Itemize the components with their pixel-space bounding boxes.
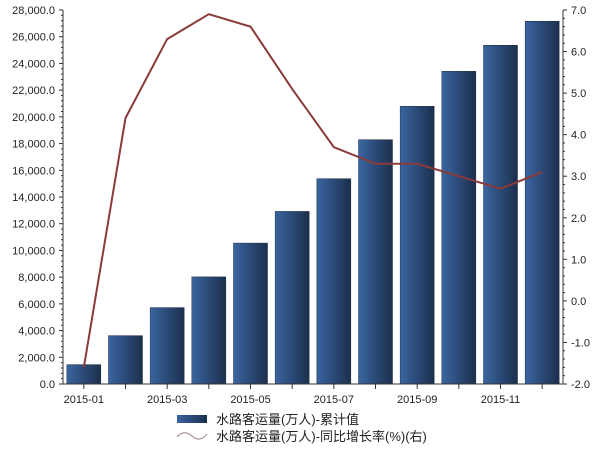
left-tick-label: 10,000.0 <box>12 245 55 257</box>
right-tick-label: 6.0 <box>571 47 586 59</box>
bar-2015-10 <box>441 71 477 385</box>
left-tick-label: 12,000.0 <box>12 219 55 231</box>
left-tick-label: 20,000.0 <box>12 112 55 124</box>
right-tick-label: 0.0 <box>571 296 586 308</box>
legend: 水路客运量(万人)-累计值 水路客运量(万人)-同比增长率(%)(右) <box>176 412 427 444</box>
x-tick-label: 2015-05 <box>230 394 270 406</box>
left-tick-label: 26,000.0 <box>12 32 55 44</box>
bar-2015-03 <box>149 307 185 385</box>
bar-2015-02 <box>108 335 143 385</box>
right-tick-label: 5.0 <box>571 88 586 100</box>
x-tick-label: 2015-11 <box>481 394 521 406</box>
x-tick-label: 2015-09 <box>397 394 437 406</box>
left-tick-label: 18,000.0 <box>12 139 55 151</box>
bars <box>66 20 560 385</box>
left-tick-label: 16,000.0 <box>12 165 55 177</box>
right-tick-label: -2.0 <box>571 379 590 391</box>
left-tick-label: 14,000.0 <box>12 192 55 204</box>
growth-line <box>82 13 543 368</box>
bar-2015-08 <box>358 139 393 385</box>
left-tick-label: 0.0 <box>40 379 55 391</box>
legend-line-swatch <box>176 432 208 440</box>
left-tick-label: 24,000.0 <box>12 58 55 70</box>
bar-2015-09 <box>399 106 435 385</box>
left-tick-label: 8,000.0 <box>18 272 55 284</box>
x-tick-label: 2015-01 <box>64 394 104 406</box>
legend-line-label: 水路客运量(万人)-同比增长率(%)(右) <box>216 429 427 444</box>
axes: 0.0 2,000.0 4,000.0 6,000.0 8,000.0 10,000.0 1… <box>12 5 590 406</box>
bar-2015-06 <box>274 211 310 385</box>
right-tick-label: 2.0 <box>571 213 586 225</box>
left-tick-label: 28,000.0 <box>12 5 55 17</box>
bar-2015-04 <box>191 276 227 385</box>
x-tick-label: 2015-03 <box>147 394 187 406</box>
bar-2015-11 <box>483 45 518 385</box>
x-tick-label: 2015-07 <box>314 394 354 406</box>
left-tick-label: 6,000.0 <box>18 299 55 311</box>
bar-2015-12 <box>524 20 560 385</box>
left-tick-label: 22,000.0 <box>12 85 55 97</box>
right-tick-label: 7.0 <box>571 5 586 17</box>
right-tick-label: 3.0 <box>571 171 586 183</box>
growth-line-path <box>82 13 543 368</box>
legend-bar-swatch <box>177 415 207 423</box>
right-tick-label: 1.0 <box>571 254 586 266</box>
bar-2015-07 <box>316 178 352 385</box>
right-tick-label: 4.0 <box>571 130 586 142</box>
left-tick-label: 4,000.0 <box>18 326 55 338</box>
bar-2015-05 <box>233 242 268 385</box>
legend-bar-label: 水路客运量(万人)-累计值 <box>216 412 359 427</box>
right-tick-label: -1.0 <box>571 337 590 349</box>
bar-2015-01 <box>66 364 102 385</box>
left-tick-label: 2,000.0 <box>18 352 55 364</box>
